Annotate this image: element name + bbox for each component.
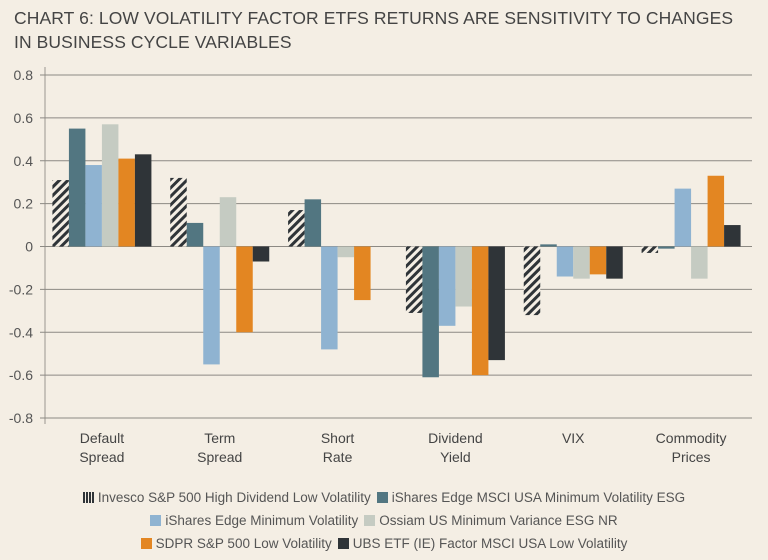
x-tick-label: Spread bbox=[197, 449, 242, 465]
bar bbox=[438, 246, 456, 326]
x-tick-label: Prices bbox=[672, 449, 711, 465]
bar-chart: 0.8 0.6 0.4 0.2 0 -0.2 -0.4 -0.6 -0.8 Default Spre… bbox=[9, 67, 752, 465]
legend-label: Invesco S&P 500 High Dividend Low Volati… bbox=[97, 490, 371, 505]
bar bbox=[354, 246, 371, 301]
bar bbox=[724, 225, 741, 247]
bar bbox=[589, 246, 607, 275]
x-tick-label: Dividend bbox=[428, 430, 482, 446]
bar bbox=[288, 210, 305, 247]
bar bbox=[101, 124, 119, 247]
bar bbox=[573, 246, 590, 279]
y-tick-label: -0.6 bbox=[9, 367, 33, 383]
y-tick-label: -0.4 bbox=[9, 324, 33, 340]
legend-item: Ossiam US Minimum Variance ESG NR bbox=[364, 509, 618, 532]
bar bbox=[422, 246, 439, 378]
bar bbox=[186, 222, 204, 247]
legend-row: SDPR S&P 500 Low Volatility UBS ETF (IE) … bbox=[0, 532, 768, 555]
legend-row: iShares Edge Minimum Volatility Ossiam US… bbox=[0, 509, 768, 532]
legend-swatch bbox=[82, 492, 94, 503]
bar bbox=[707, 175, 725, 247]
bar bbox=[455, 246, 472, 307]
bar bbox=[471, 246, 489, 376]
legend-row: Invesco S&P 500 High Dividend Low Volati… bbox=[0, 486, 768, 509]
legend-label: SDPR S&P 500 Low Volatility bbox=[155, 536, 332, 551]
bar bbox=[488, 246, 505, 361]
legend-swatch bbox=[364, 515, 376, 526]
x-tick-label: Commodity bbox=[656, 430, 727, 446]
chart-title: CHART 6: LOW VOLATILITY FACTOR ETFS RETU… bbox=[14, 8, 734, 52]
legend-swatch bbox=[337, 538, 349, 549]
bar bbox=[252, 246, 270, 262]
bar bbox=[337, 246, 355, 258]
bar bbox=[68, 128, 86, 247]
legend-item: UBS ETF (IE) Factor MSCI USA Low Volatil… bbox=[337, 532, 628, 555]
bar bbox=[236, 246, 253, 333]
bar bbox=[321, 246, 338, 350]
bar bbox=[606, 246, 623, 279]
y-tick-label: 0.4 bbox=[14, 153, 34, 169]
x-tick-label: VIX bbox=[562, 430, 585, 446]
bar bbox=[203, 246, 220, 365]
legend-item: SDPR S&P 500 Low Volatility bbox=[140, 532, 332, 555]
bar bbox=[523, 246, 541, 316]
bar bbox=[134, 154, 152, 247]
legend: Invesco S&P 500 High Dividend Low Volati… bbox=[0, 486, 768, 555]
y-tick-label: -0.2 bbox=[9, 281, 33, 297]
bar bbox=[691, 246, 708, 279]
bar bbox=[304, 199, 322, 247]
bar bbox=[52, 180, 69, 247]
legend-swatch bbox=[376, 492, 388, 503]
y-tick-label: -0.8 bbox=[9, 410, 33, 426]
bar bbox=[170, 177, 187, 247]
legend-item: iShares Edge Minimum Volatility bbox=[150, 509, 358, 532]
bar bbox=[658, 246, 675, 249]
bar bbox=[85, 165, 102, 247]
x-tick-label: Rate bbox=[323, 449, 353, 465]
legend-label: iShares Edge MSCI USA Minimum Volatility… bbox=[391, 490, 686, 505]
legend-swatch bbox=[150, 515, 162, 526]
bar bbox=[641, 246, 659, 253]
x-tick-label: Yield bbox=[440, 449, 471, 465]
bar bbox=[674, 188, 692, 247]
x-tick-label: Term bbox=[204, 430, 235, 446]
legend-swatch bbox=[140, 538, 152, 549]
y-tick-label: 0.6 bbox=[14, 110, 34, 126]
y-tick-label: 0.2 bbox=[14, 196, 34, 212]
bar bbox=[405, 246, 423, 313]
x-tick-label: Short bbox=[321, 430, 355, 446]
legend-item: Invesco S&P 500 High Dividend Low Volati… bbox=[82, 486, 371, 509]
bar bbox=[219, 197, 237, 247]
y-tick-label: 0 bbox=[25, 239, 33, 255]
x-tick-label: Spread bbox=[79, 449, 124, 465]
legend-label: UBS ETF (IE) Factor MSCI USA Low Volatil… bbox=[352, 536, 628, 551]
bar bbox=[556, 246, 574, 277]
bar bbox=[118, 158, 135, 247]
legend-item: iShares Edge MSCI USA Minimum Volatility… bbox=[376, 486, 686, 509]
y-tick-label: 0.8 bbox=[14, 67, 34, 83]
legend-label: iShares Edge Minimum Volatility bbox=[165, 513, 359, 528]
legend-label: Ossiam US Minimum Variance ESG NR bbox=[379, 513, 618, 528]
bar bbox=[540, 244, 557, 247]
x-tick-label: Default bbox=[80, 430, 124, 446]
